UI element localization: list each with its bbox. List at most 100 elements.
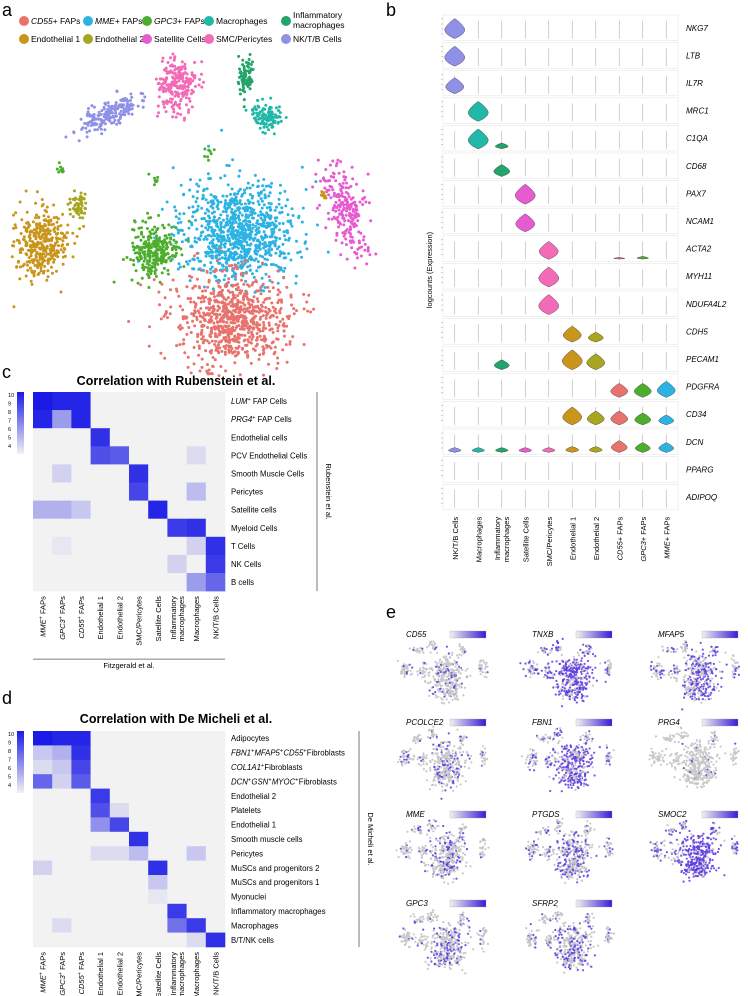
umap-point xyxy=(148,230,152,234)
umap-point xyxy=(246,181,250,185)
umap-point xyxy=(240,236,244,240)
umap-point xyxy=(213,358,217,362)
heatmap-d-cell xyxy=(205,889,226,905)
umap-point xyxy=(319,179,322,183)
umap-point xyxy=(213,228,217,232)
feature-point xyxy=(698,661,701,664)
heatmap-d-cell xyxy=(90,918,111,933)
heatmap-d-scale-tick: 6 xyxy=(8,766,11,772)
heatmap-d-cell xyxy=(167,788,187,804)
feature-point xyxy=(453,674,456,677)
umap-point xyxy=(236,351,240,355)
feature-point xyxy=(569,683,572,686)
umap-point xyxy=(223,301,227,305)
umap-point xyxy=(188,188,192,192)
feature-point xyxy=(570,669,573,672)
heatmap-c-cell xyxy=(71,573,91,592)
umap-point xyxy=(79,207,83,210)
umap-point xyxy=(343,232,347,236)
umap-point xyxy=(254,108,258,112)
umap-point xyxy=(257,245,261,249)
umap-point xyxy=(128,99,132,102)
umap-point xyxy=(140,257,143,260)
umap-point xyxy=(165,99,169,103)
umap-point xyxy=(220,290,224,294)
heatmap-c-col-label: Satellite Cells xyxy=(154,596,163,642)
heatmap-c-cell xyxy=(71,536,91,556)
feature-point xyxy=(687,667,690,670)
violin-row-frame xyxy=(442,483,679,511)
umap-point xyxy=(24,229,28,233)
umap-point xyxy=(344,213,348,217)
umap-point xyxy=(155,228,159,232)
violin-cluster-label: MME+ FAPs xyxy=(662,517,671,559)
umap-point xyxy=(336,203,340,207)
umap-point xyxy=(217,284,221,288)
umap-point xyxy=(19,232,23,235)
umap-point xyxy=(258,334,262,338)
umap-point xyxy=(98,125,102,129)
umap-point xyxy=(24,189,28,193)
umap-point xyxy=(99,112,103,116)
umap-point xyxy=(264,184,268,188)
umap-point xyxy=(28,239,32,243)
umap-point xyxy=(202,80,205,84)
feature-plot: CD55 xyxy=(396,630,489,705)
umap-point xyxy=(230,223,234,227)
feature-point xyxy=(569,663,572,667)
umap-point xyxy=(200,337,204,341)
feature-point xyxy=(568,698,571,701)
umap-point xyxy=(270,280,274,284)
umap-point xyxy=(248,193,252,196)
heatmap-c-cell xyxy=(33,428,53,447)
umap-point xyxy=(248,219,251,223)
umap-point xyxy=(219,221,223,224)
feature-point xyxy=(396,659,399,662)
umap-point xyxy=(263,107,267,111)
umap-point xyxy=(264,249,268,253)
feature-point xyxy=(574,667,577,671)
heatmap-c-cell xyxy=(148,536,168,556)
feature-point xyxy=(440,665,443,668)
umap-point xyxy=(174,287,178,291)
umap-point xyxy=(230,299,234,303)
heatmap-d-cell xyxy=(148,788,168,804)
umap-point xyxy=(188,99,192,103)
feature-point xyxy=(608,671,611,674)
feature-point xyxy=(484,667,487,670)
umap-point xyxy=(266,213,270,217)
umap-point xyxy=(248,326,252,330)
heatmap-c-cell xyxy=(167,573,187,592)
heatmap-c-cell xyxy=(129,410,149,429)
umap-point xyxy=(260,199,264,203)
umap-point xyxy=(265,258,269,262)
umap-point xyxy=(237,189,241,193)
umap-point xyxy=(246,198,250,202)
umap-point xyxy=(207,308,211,312)
umap-point xyxy=(49,254,53,257)
umap-point xyxy=(45,278,49,282)
umap-point xyxy=(289,258,293,262)
heatmap-d-cell xyxy=(33,875,53,890)
umap-point xyxy=(187,97,191,100)
umap-point xyxy=(156,262,160,266)
umap-point xyxy=(363,242,367,246)
feature-point xyxy=(588,676,591,679)
umap-point xyxy=(229,255,233,259)
umap-point xyxy=(61,250,65,254)
umap-point xyxy=(176,267,180,271)
umap-point xyxy=(249,210,253,214)
umap-point xyxy=(345,200,349,204)
umap-point xyxy=(269,96,273,100)
feature-point xyxy=(424,674,427,677)
feature-point xyxy=(542,675,546,679)
umap-point xyxy=(187,219,191,223)
umap-point xyxy=(344,237,348,241)
umap-point xyxy=(177,217,181,221)
umap-point xyxy=(119,103,123,107)
umap-point xyxy=(281,348,285,352)
umap-point xyxy=(10,255,14,259)
umap-point xyxy=(71,231,75,235)
umap-point xyxy=(344,229,348,233)
umap-point xyxy=(270,301,274,305)
